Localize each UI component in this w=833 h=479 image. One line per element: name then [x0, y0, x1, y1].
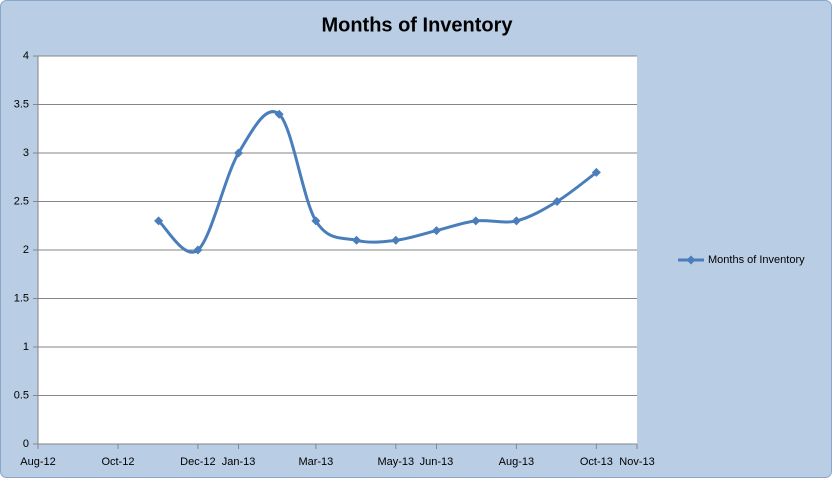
x-tick-label: Nov-13: [619, 456, 654, 468]
x-tick-label: May-13: [377, 456, 414, 468]
point: [591, 167, 601, 177]
point: [311, 216, 321, 226]
legend-label: Months of Inventory: [708, 254, 805, 266]
point: [471, 216, 481, 226]
point: [552, 197, 562, 206]
legend-marker: [686, 255, 696, 265]
x-tick-label: Aug-13: [499, 456, 534, 468]
point: [274, 109, 284, 119]
point: [234, 148, 244, 158]
point: [193, 245, 203, 255]
point: [511, 216, 521, 226]
y-tick-label: 2.5: [14, 195, 29, 207]
y-tick-label: 3: [23, 147, 29, 159]
y-tick-label: 1: [23, 341, 29, 353]
y-tick-label: 4: [23, 50, 29, 62]
y-tick-label: 1.5: [14, 292, 29, 304]
point: [352, 235, 362, 245]
x-tick-label: Oct-13: [580, 456, 613, 468]
chart-title: Months of Inventory: [321, 14, 513, 36]
y-tick-label: 3.5: [14, 98, 29, 110]
point: [391, 235, 401, 245]
x-tick-label: Dec-12: [180, 456, 215, 468]
y-tick-label: 0: [23, 438, 29, 450]
point: [431, 226, 441, 236]
y-tick-label: 0.5: [14, 389, 29, 401]
y-tick-label: 2: [23, 244, 29, 256]
x-tick-label: Jun-13: [420, 456, 454, 468]
point: [154, 216, 164, 226]
x-tick-label: Oct-12: [101, 456, 134, 468]
x-tick-label: Jan-13: [222, 456, 256, 468]
x-tick-label: Mar-13: [298, 456, 333, 468]
x-tick-label: Aug-12: [20, 456, 55, 468]
